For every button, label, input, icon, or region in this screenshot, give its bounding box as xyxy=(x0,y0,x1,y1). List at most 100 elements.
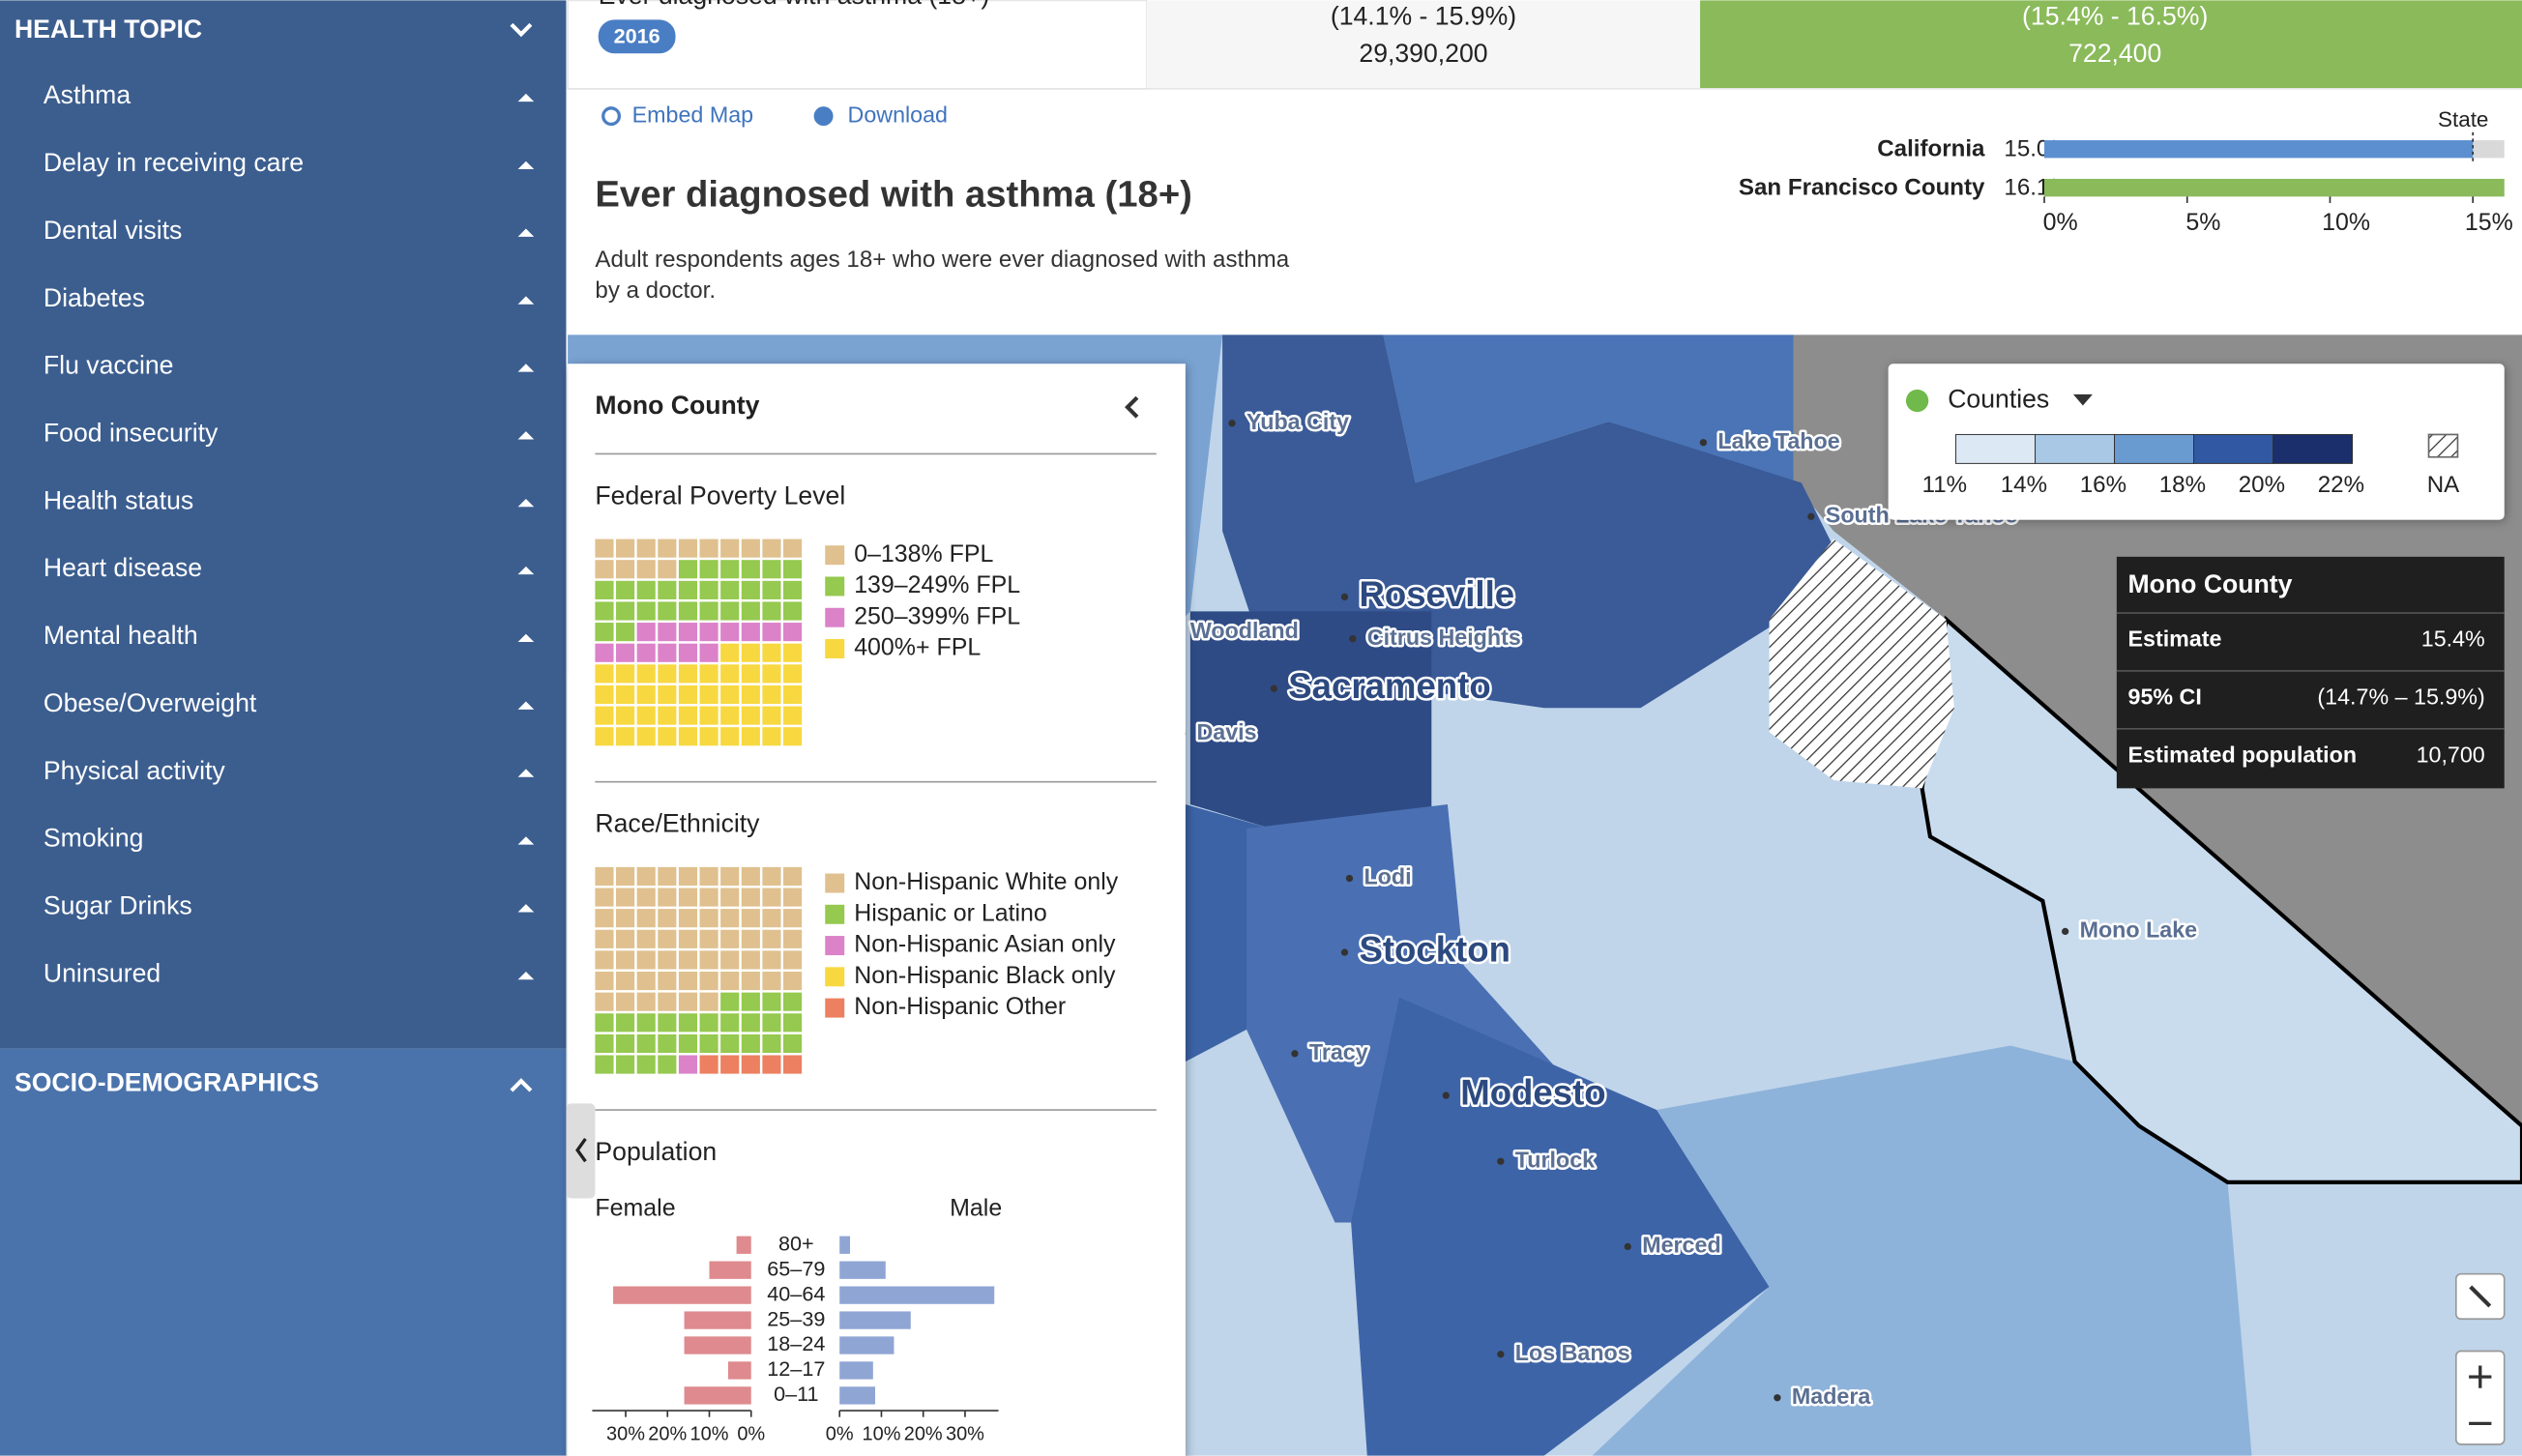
expand-arrow[interactable] xyxy=(517,364,535,372)
link-icon[interactable] xyxy=(601,106,622,127)
topic[interactable]: Sugar Drinks xyxy=(44,890,192,919)
waffle-cell xyxy=(783,643,803,662)
topic[interactable]: Food insecurity xyxy=(44,418,219,447)
topic[interactable]: Mental health xyxy=(44,621,198,650)
waffle-cell xyxy=(720,888,740,907)
waffle-cell xyxy=(595,992,614,1011)
waffle-cell xyxy=(636,664,656,684)
female-bar xyxy=(736,1236,751,1254)
waffle-cell xyxy=(699,684,718,705)
waffle-cell xyxy=(595,727,614,746)
waffle-cell xyxy=(636,971,656,991)
waffle-cell xyxy=(783,909,803,928)
download-link[interactable]: Download xyxy=(848,102,948,127)
expand-arrow[interactable] xyxy=(517,498,535,508)
place-label: Woodland xyxy=(1190,618,1299,643)
place-dot xyxy=(1340,948,1349,956)
bar-label: California xyxy=(1877,135,1985,161)
waffle-cell xyxy=(699,539,718,558)
waffle-cell xyxy=(783,971,803,991)
waffle-cell xyxy=(595,684,614,705)
topic[interactable]: Smoking xyxy=(44,824,144,853)
waffle-group xyxy=(595,560,803,642)
waffle-cell xyxy=(720,539,740,558)
place-label: Sacramento xyxy=(1288,666,1490,706)
zoom-in[interactable] xyxy=(2469,1365,2492,1388)
waffle-cell xyxy=(741,706,760,725)
tooltip-title: Mono County xyxy=(2128,569,2293,598)
x-tick-label: 0% xyxy=(826,1423,854,1444)
waffle-cell xyxy=(783,1055,803,1074)
expand-arrow[interactable] xyxy=(517,566,535,575)
section-header[interactable]: SOCIO-DEMOGRAPHICS xyxy=(15,1067,319,1096)
waffle-cell xyxy=(783,950,803,970)
download-icon[interactable] xyxy=(813,106,834,127)
waffle-cell xyxy=(699,992,718,1011)
topic[interactable]: Uninsured xyxy=(44,958,161,987)
section-header[interactable]: HEALTH TOPIC xyxy=(15,15,202,44)
topic[interactable]: Dental visits xyxy=(44,216,182,245)
topic[interactable]: Asthma xyxy=(44,80,131,109)
row-label: Estimated population xyxy=(2128,742,2358,767)
topic[interactable]: Heart disease xyxy=(44,553,202,582)
waffle-cell xyxy=(720,664,740,684)
legend-tick: 16% xyxy=(2080,472,2126,498)
waffle-cell xyxy=(616,623,635,642)
female-bar xyxy=(684,1336,751,1354)
expand-arrow[interactable] xyxy=(517,836,535,845)
topic[interactable]: Health status xyxy=(44,485,193,514)
row-label: 95% CI xyxy=(2128,684,2202,709)
topic[interactable]: Delay in receiving care xyxy=(44,148,304,177)
panel-tab[interactable] xyxy=(566,1103,596,1199)
topic[interactable]: Flu vaccine xyxy=(44,351,174,380)
waffle-cell xyxy=(636,601,656,621)
year[interactable]: 2016 xyxy=(614,23,660,47)
expand-arrow[interactable] xyxy=(517,431,535,440)
topic[interactable]: Obese/Overweight xyxy=(44,688,257,717)
male-bar xyxy=(839,1336,894,1354)
waffle-cell xyxy=(720,909,740,928)
place-label: Madera xyxy=(1792,1383,1872,1409)
expand-arrow[interactable] xyxy=(517,633,535,643)
expand-arrow[interactable] xyxy=(517,93,535,102)
x-tick-label: 30% xyxy=(946,1423,984,1444)
legend-swatch xyxy=(825,607,845,627)
legend-label: Non-Hispanic Other xyxy=(854,993,1066,1020)
chevron[interactable] xyxy=(510,22,533,38)
waffle-cell xyxy=(658,992,677,1011)
expand-arrow[interactable] xyxy=(517,160,535,170)
mono-county[interactable] xyxy=(1920,615,2522,1184)
topic[interactable]: Physical activity xyxy=(44,756,225,785)
tooltip xyxy=(2116,556,2505,789)
waffle-cell xyxy=(636,560,656,579)
waffle-cell xyxy=(616,1055,635,1074)
embed-link[interactable]: Embed Map xyxy=(632,102,753,127)
waffle-cell xyxy=(699,909,718,928)
dropdown-arrow[interactable] xyxy=(2072,393,2093,406)
expand-arrow[interactable] xyxy=(517,769,535,777)
waffle-group xyxy=(699,1055,803,1074)
waffle-cell xyxy=(741,601,760,621)
waffle-cell xyxy=(762,992,781,1011)
waffle-cell xyxy=(678,866,698,886)
legend-title[interactable]: Counties xyxy=(1948,385,2049,414)
expand-arrow[interactable] xyxy=(517,971,535,980)
collapse-chevron[interactable] xyxy=(1125,395,1139,419)
year-pill[interactable] xyxy=(598,19,676,54)
description: Adult respondents ages 18+ who were ever… xyxy=(595,247,1289,273)
waffle-cell xyxy=(699,601,718,621)
expand-arrow[interactable] xyxy=(517,701,535,710)
sf-pop: 722,400 xyxy=(2068,39,2161,68)
topic[interactable]: Diabetes xyxy=(44,283,145,312)
expand-arrow[interactable] xyxy=(517,904,535,913)
waffle-cell xyxy=(720,706,740,725)
waffle-cell xyxy=(720,950,740,970)
waffle-cell xyxy=(783,601,803,621)
waffle-cell xyxy=(762,1034,781,1053)
chevron[interactable] xyxy=(510,1078,533,1092)
waffle-cell xyxy=(762,888,781,907)
waffle-cell xyxy=(595,623,614,642)
expand-arrow[interactable] xyxy=(517,228,535,237)
waffle-cell xyxy=(678,1034,698,1053)
expand-arrow[interactable] xyxy=(517,296,535,305)
